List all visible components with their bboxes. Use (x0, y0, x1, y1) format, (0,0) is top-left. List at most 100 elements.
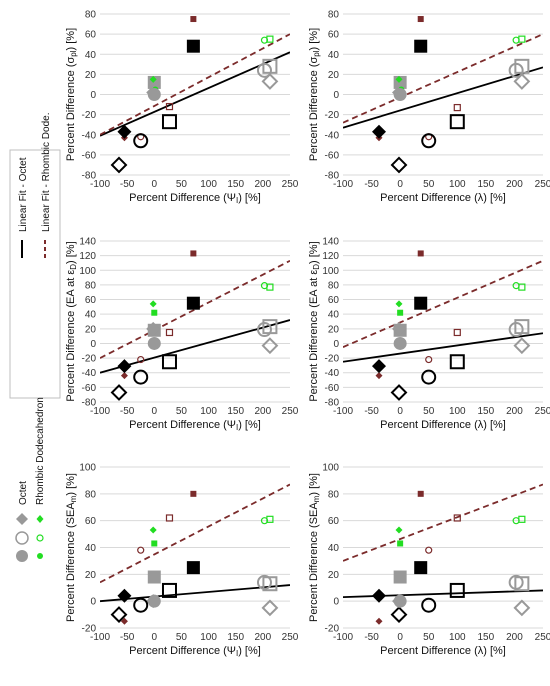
y-axis-label: Percent Difference (σpl) [%] (65, 28, 78, 161)
y-tick-label: 20 (328, 70, 340, 81)
y-tick-label: -60 (325, 150, 340, 161)
data-point-diamond (117, 124, 132, 139)
fit-line-rhombic (100, 33, 290, 136)
y-tick-label: 40 (328, 310, 340, 321)
y-tick-label: 80 (328, 489, 340, 500)
data-point-square (161, 582, 177, 598)
x-tick-label: 200 (506, 406, 523, 417)
x-tick-label: 50 (176, 179, 188, 190)
fit-line-octet (343, 66, 543, 129)
data-point-circle (425, 355, 433, 364)
x-tick-label: -100 (90, 632, 110, 643)
y-tick-label: -60 (82, 150, 97, 161)
legend-octet-diamond (16, 513, 28, 525)
data-point-square (397, 540, 404, 547)
data-point-circle (425, 546, 433, 554)
y-axis-label: Percent Difference (EA at εD) [%] (65, 241, 78, 401)
data-point-diamond (261, 73, 279, 90)
x-tick-label: 250 (282, 632, 299, 643)
legend-octet-solid-circle (16, 550, 28, 562)
x-tick-label: 100 (200, 406, 217, 417)
data-point-circle (256, 322, 272, 338)
y-tick-label: 40 (328, 50, 340, 61)
x-tick-label: 200 (255, 406, 272, 417)
y-tick-label: 100 (322, 463, 339, 474)
data-point-circle (393, 594, 407, 608)
x-tick-label: 200 (506, 632, 523, 643)
data-point-diamond (395, 526, 403, 534)
x-tick-label: 100 (200, 179, 217, 190)
legend-rhombic-solid-circle (37, 553, 43, 559)
x-tick-label: 0 (397, 406, 403, 417)
data-point-square (186, 296, 200, 310)
data-point-square (190, 490, 197, 497)
data-point-diamond (120, 372, 128, 380)
data-point-square (165, 328, 174, 337)
data-point-diamond (372, 588, 386, 603)
data-point-diamond (146, 321, 161, 336)
y-tick-label: 60 (85, 30, 97, 41)
x-tick-label: 150 (227, 632, 244, 643)
legend-octet-column-label: Octet (18, 481, 29, 505)
y-tick-label: 0 (90, 339, 96, 350)
data-point-circle (508, 574, 524, 590)
y-tick-label: -80 (325, 171, 340, 182)
y-tick-label: 60 (328, 516, 340, 527)
data-point-diamond (513, 599, 531, 617)
data-point-circle (512, 36, 520, 44)
data-point-circle (260, 36, 269, 44)
data-point-square (417, 250, 424, 257)
data-point-diamond (261, 599, 279, 617)
x-tick-label: -50 (120, 179, 135, 190)
data-point-diamond (375, 617, 383, 625)
y-tick-label: -60 (325, 383, 340, 394)
x-tick-label: 50 (423, 406, 435, 417)
y-tick-label: 40 (85, 543, 97, 554)
data-point-square (161, 354, 177, 370)
data-point-circle (133, 597, 149, 613)
y-tick-label: 0 (333, 339, 339, 350)
x-tick-label: -100 (333, 406, 353, 417)
data-point-square (414, 39, 428, 53)
y-tick-label: 80 (328, 280, 340, 291)
x-tick-label: -50 (364, 632, 379, 643)
y-tick-label: -40 (325, 368, 340, 379)
data-point-square (186, 39, 200, 53)
x-tick-label: -50 (120, 632, 135, 643)
data-point-square (190, 16, 197, 23)
data-point-diamond (149, 526, 157, 534)
data-point-square (165, 102, 174, 111)
data-point-circle (393, 336, 407, 350)
y-tick-label: 20 (85, 570, 97, 581)
y-tick-label: 20 (85, 324, 97, 335)
y-tick-label: 40 (85, 50, 97, 61)
x-tick-label: 150 (227, 406, 244, 417)
x-tick-label: 0 (152, 179, 158, 190)
x-tick-label: 0 (397, 632, 403, 643)
data-point-diamond (110, 606, 128, 623)
y-tick-label: 60 (85, 295, 97, 306)
data-point-circle (393, 88, 407, 101)
y-tick-label: 20 (85, 70, 97, 81)
data-point-square (518, 35, 526, 43)
legend-rhombic-diamond (36, 515, 44, 523)
y-tick-label: 0 (90, 597, 96, 608)
x-tick-label: 200 (255, 632, 272, 643)
data-point-diamond (372, 124, 386, 139)
y-tick-label: 80 (328, 10, 340, 21)
y-tick-label: 20 (328, 324, 340, 335)
x-tick-label: 150 (478, 632, 495, 643)
legend-rhombic-label: Linear Fit - Rhombic Dode. (41, 113, 52, 233)
data-point-diamond (392, 321, 406, 336)
fit-line-octet (343, 332, 543, 363)
data-point-diamond (149, 75, 157, 83)
x-tick-label: 0 (397, 179, 403, 190)
x-tick-label: -50 (364, 406, 379, 417)
data-point-circle (512, 282, 520, 290)
data-point-diamond (395, 75, 403, 83)
data-point-circle (260, 517, 269, 525)
x-tick-label: 250 (535, 406, 550, 417)
data-point-square (190, 250, 197, 257)
data-point-circle (260, 282, 269, 290)
